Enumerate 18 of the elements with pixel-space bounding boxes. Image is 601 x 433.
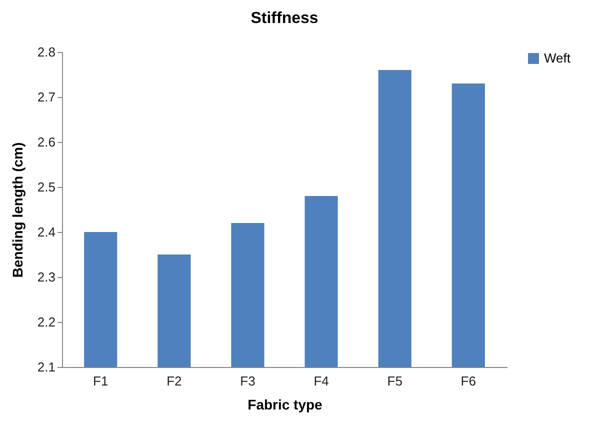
x-axis-title: Fabric type xyxy=(248,396,323,412)
chart-title: Stiffness xyxy=(250,10,318,27)
x-tick-label: F6 xyxy=(460,374,476,388)
y-tick-label: 2.1 xyxy=(37,360,56,374)
y-tick-label: 2.6 xyxy=(37,134,56,150)
y-tick-label: 2.4 xyxy=(37,224,56,240)
x-tick-label: F4 xyxy=(314,374,329,388)
x-tick-label: F3 xyxy=(240,374,256,388)
y-tick-label: 2.3 xyxy=(37,270,56,284)
x-tick-label: F1 xyxy=(93,374,108,388)
x-tick-label: F2 xyxy=(166,374,182,388)
y-tick-label: 2.2 xyxy=(37,314,56,330)
y-axis-title: Bending length (cm) xyxy=(9,142,26,278)
x-tick-label: F5 xyxy=(387,374,402,388)
y-tick-label: 2.5 xyxy=(37,180,56,194)
legend-label: Weft xyxy=(544,50,571,66)
y-tick-label: 2.8 xyxy=(37,44,56,60)
y-tick-label: 2.7 xyxy=(37,90,56,104)
